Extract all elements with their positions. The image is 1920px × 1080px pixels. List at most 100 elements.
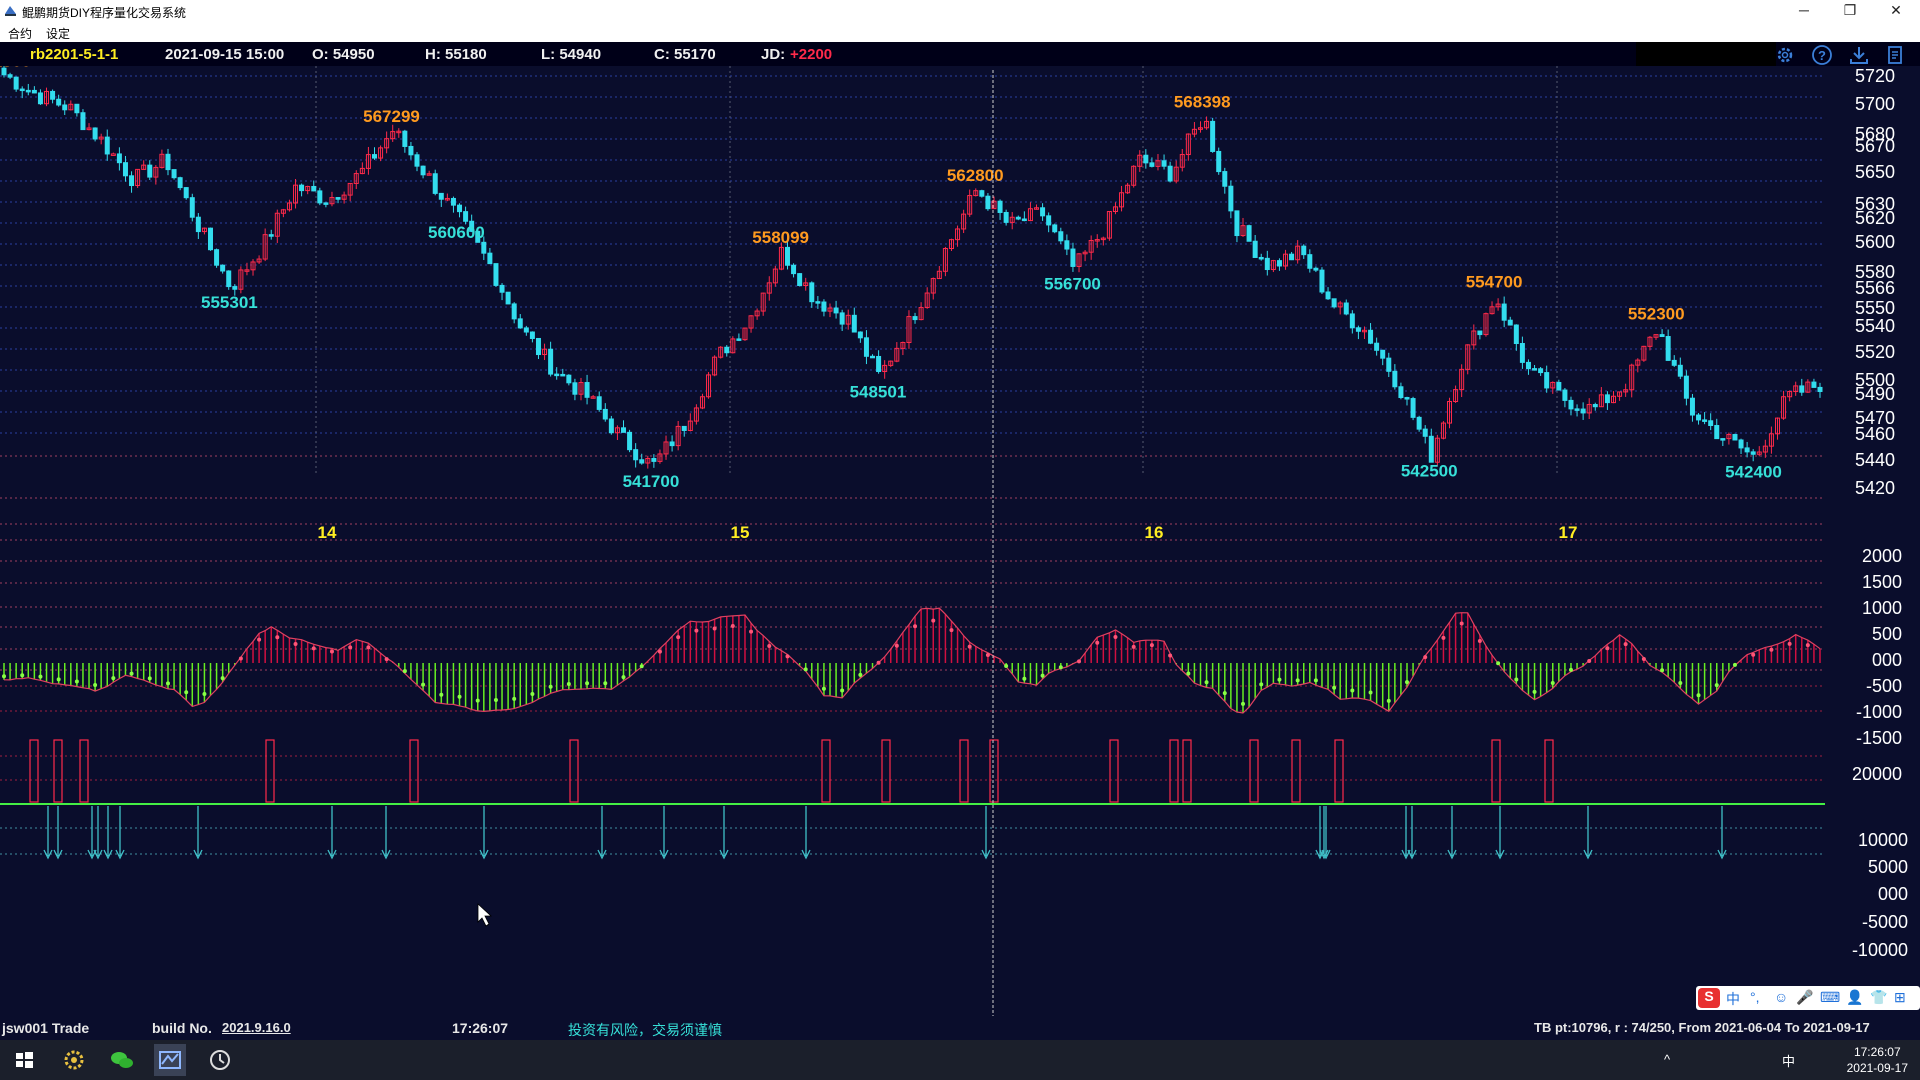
settings-app-icon[interactable]	[58, 1044, 90, 1076]
candle-body	[1046, 215, 1052, 226]
price-chart[interactable]: 571500 567299 558099 562800 568398 554700 5523…	[0, 66, 1920, 1016]
macd-signal-dot	[1678, 680, 1683, 685]
candle-body	[1234, 210, 1240, 237]
macd-signal-dot	[165, 681, 170, 686]
macd-signal-dot	[1313, 678, 1318, 683]
signal-down-arrow	[659, 806, 669, 860]
price-tick: 5500	[1855, 370, 1895, 390]
macd-signal-dot	[985, 652, 990, 657]
candle-body	[1653, 334, 1659, 338]
gear-icon[interactable]	[1774, 44, 1796, 66]
candle-body	[1768, 433, 1774, 447]
candle-body	[1702, 419, 1708, 422]
candle-body	[1088, 239, 1094, 253]
candle-body	[639, 459, 645, 464]
candle-body	[153, 166, 159, 178]
signal-up-bar	[1291, 739, 1301, 803]
symbol-label[interactable]: rb2201-5-1-1	[30, 46, 119, 63]
candle-body	[851, 314, 857, 333]
candle-body	[1538, 368, 1544, 374]
macd-signal-dot	[1732, 662, 1737, 667]
price-tick: 5520	[1855, 342, 1895, 362]
candle-body	[1149, 162, 1155, 167]
candle-body	[256, 258, 262, 263]
ime-emoji-icon[interactable]: ☺	[1774, 989, 1789, 1005]
sogou-logo: S	[1698, 988, 1720, 1008]
trough-label: 555301	[201, 293, 258, 312]
macd-signal-dot	[493, 698, 498, 703]
minimize-button[interactable]: ─	[1799, 2, 1809, 18]
candle-body	[37, 92, 43, 105]
candle-body	[463, 211, 469, 222]
candle-body	[1070, 248, 1076, 267]
candle-body	[1040, 207, 1046, 217]
signal-down-arrow	[43, 806, 53, 860]
ime-toolbar[interactable]: S 中 °, ☺ 🎤 ⌨ 👤 👕 ⊞	[1696, 986, 1920, 1010]
candle-body	[718, 346, 724, 358]
macd-signal-dot	[329, 649, 334, 654]
tray-language[interactable]: 中	[1782, 1054, 1796, 1069]
candle-body	[1100, 237, 1106, 241]
candle-body	[13, 76, 19, 90]
macd-signal-dot	[1696, 693, 1701, 698]
macd-signal-dot	[767, 643, 772, 648]
ime-menu-icon[interactable]: ⊞	[1894, 989, 1906, 1005]
ime-keyboard-icon[interactable]: ⌨	[1820, 989, 1841, 1005]
ime-chinese[interactable]: 中	[1726, 991, 1740, 1007]
ime-skin-icon[interactable]: 👕	[1870, 989, 1888, 1005]
trough-label: 542400	[1725, 463, 1782, 482]
trading-app-icon[interactable]	[154, 1044, 186, 1076]
help-icon[interactable]: ?	[1811, 44, 1833, 66]
candle-body	[1295, 245, 1301, 261]
document-icon[interactable]	[1884, 44, 1906, 66]
system-clock[interactable]: 17:26:07 2021-09-17	[1847, 1044, 1908, 1076]
download-icon[interactable]	[1848, 44, 1870, 66]
candle-body	[7, 74, 13, 78]
macd-signal-dot	[1040, 673, 1045, 678]
signal-down-arrow	[115, 806, 125, 860]
candle-body	[1580, 408, 1586, 414]
candle-body	[548, 348, 554, 375]
quote-info-bar: rb2201-5-1-1 2021-09-15 15:00 O: 54950 H…	[0, 42, 1920, 66]
ime-punct[interactable]: °,	[1750, 989, 1760, 1005]
price-tick: 5550	[1855, 298, 1895, 318]
clock-app-icon[interactable]	[204, 1044, 236, 1076]
peak-label: 571500	[0, 66, 31, 71]
close-button[interactable]: ✕	[1890, 2, 1902, 18]
candle-body	[669, 441, 675, 447]
ime-user-icon[interactable]: 👤	[1846, 989, 1864, 1005]
menu-item-settings[interactable]: 设定	[46, 27, 71, 41]
candle-body	[1404, 397, 1410, 400]
candle-body	[110, 153, 116, 156]
signal-down-arrow	[597, 806, 607, 860]
candle-body	[414, 154, 420, 167]
menu-item-contract[interactable]: 合约	[8, 27, 33, 41]
candle-body	[1173, 166, 1179, 182]
ime-voice-icon[interactable]: 🎤	[1796, 989, 1814, 1005]
toolbar-blank	[1636, 42, 1776, 66]
candle-body	[371, 154, 377, 159]
candle-body	[1787, 391, 1793, 398]
candle-body	[390, 131, 396, 140]
candle-body	[384, 138, 390, 149]
macd-signal-dot	[1769, 647, 1774, 652]
candle-body	[833, 307, 839, 314]
indicator-tick: -1000	[1856, 702, 1902, 722]
signal-up-bar	[29, 739, 39, 803]
candle-body	[663, 441, 669, 455]
window-titlebar: 鲲鹏期货DIY程序量化交易系统 ─ ❐ ✕	[0, 0, 1920, 22]
close-price: C: 55170	[654, 46, 716, 63]
windows-start-icon[interactable]	[8, 1044, 40, 1076]
candle-body	[1270, 260, 1276, 271]
signal-down-arrow	[193, 806, 203, 860]
restore-button[interactable]: ❐	[1843, 2, 1857, 18]
macd-signal-dot	[129, 671, 134, 676]
signal-down-arrow	[53, 806, 63, 860]
candle-body	[1671, 359, 1677, 366]
candle-body	[1598, 394, 1604, 408]
wechat-icon[interactable]	[106, 1044, 138, 1076]
day-label: 15	[731, 523, 750, 542]
tray-chevron-icon[interactable]: ^	[1664, 1052, 1671, 1067]
macd-signal-dot	[967, 644, 972, 649]
candle-body	[657, 453, 663, 462]
